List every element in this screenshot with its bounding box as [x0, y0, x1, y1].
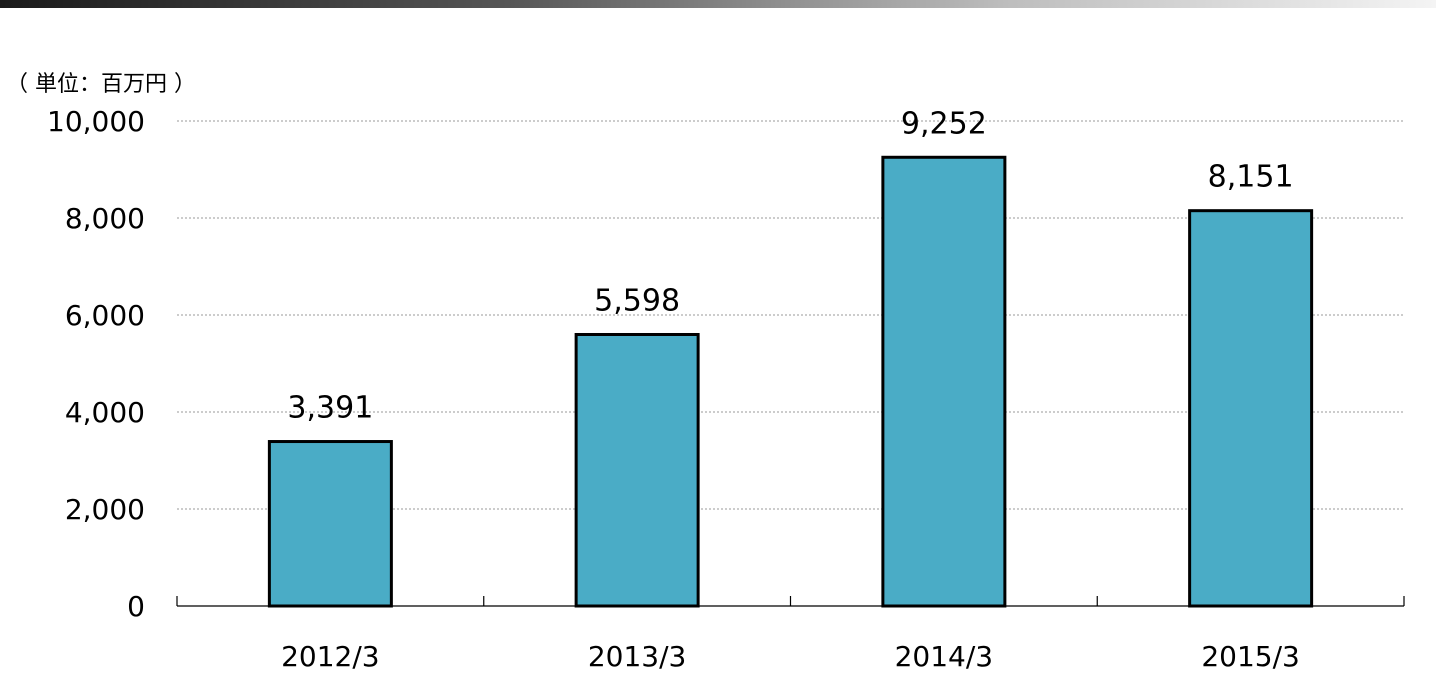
x-category-label: 2015/3: [1201, 640, 1300, 673]
bar: [881, 155, 1007, 608]
y-tick-label: 4,000: [65, 396, 145, 429]
data-label: 3,391: [287, 391, 373, 426]
x-axis: [176, 596, 1405, 607]
bar: [574, 332, 700, 608]
data-label: 8,151: [1208, 160, 1294, 195]
y-axis-tick-labels: 0 2,000 4,000 6,000 8,000 10,000: [47, 105, 145, 623]
bar: [267, 440, 393, 608]
x-category-label: 2013/3: [588, 640, 687, 673]
bars: [267, 155, 1314, 608]
y-tick-label: 10,000: [47, 105, 145, 138]
data-label: 9,252: [901, 106, 987, 141]
header-gradient-bar: [0, 0, 1436, 8]
y-tick-label: 2,000: [65, 493, 145, 526]
x-category-label: 2012/3: [281, 640, 380, 673]
y-tick-label: 6,000: [65, 299, 145, 332]
x-category-label: 2014/3: [895, 640, 994, 673]
y-tick-label: 8,000: [65, 202, 145, 235]
data-label: 5,598: [594, 283, 680, 318]
unit-label: （ 単位：百万円 ）: [6, 72, 196, 97]
y-tick-label: 0: [127, 590, 145, 623]
data-labels: 3,391 5,598 9,252 8,151: [287, 106, 1293, 425]
x-axis-category-labels: 2012/3 2013/3 2014/3 2015/3: [281, 640, 1300, 673]
bar: [1188, 209, 1314, 608]
